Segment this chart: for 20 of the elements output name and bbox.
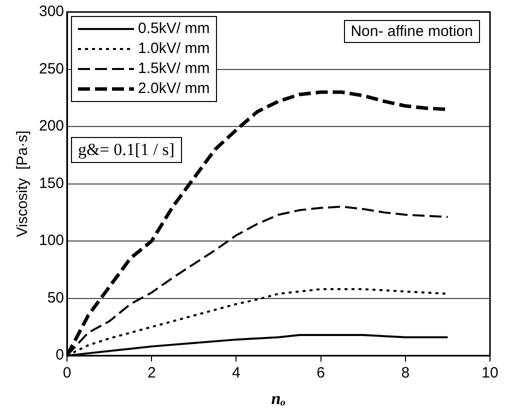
- y-tick-label: 300: [38, 3, 64, 20]
- annotation: g&= 0.1[1 / s]: [71, 137, 182, 163]
- x-axis-title: nₒ: [271, 389, 286, 408]
- x-tick-label: 2: [147, 364, 156, 382]
- x-tick-label: 4: [232, 364, 240, 382]
- y-tick-label: 150: [38, 174, 64, 192]
- x-tick-label: 10: [482, 364, 498, 382]
- y-tick-label: 200: [38, 118, 64, 135]
- x-tick-label: 8: [401, 364, 410, 382]
- legend-label: 1.0kV/ mm: [138, 39, 210, 59]
- y-tick-label: 0: [56, 346, 64, 364]
- y-tick-label: 50: [47, 289, 64, 306]
- legend-label: 2.0kV/ mm: [138, 79, 210, 99]
- x-tick-label: 6: [316, 364, 325, 382]
- y-axis-title: Viscosity [Pa·s]: [14, 130, 32, 238]
- y-tick-label: 100: [38, 232, 64, 250]
- annotation: Non- affine motion: [344, 20, 480, 43]
- legend-label: 0.5kV/ mm: [138, 19, 210, 39]
- legend-label: 1.5kV/ mm: [138, 59, 210, 79]
- y-tick-label: 250: [38, 60, 64, 78]
